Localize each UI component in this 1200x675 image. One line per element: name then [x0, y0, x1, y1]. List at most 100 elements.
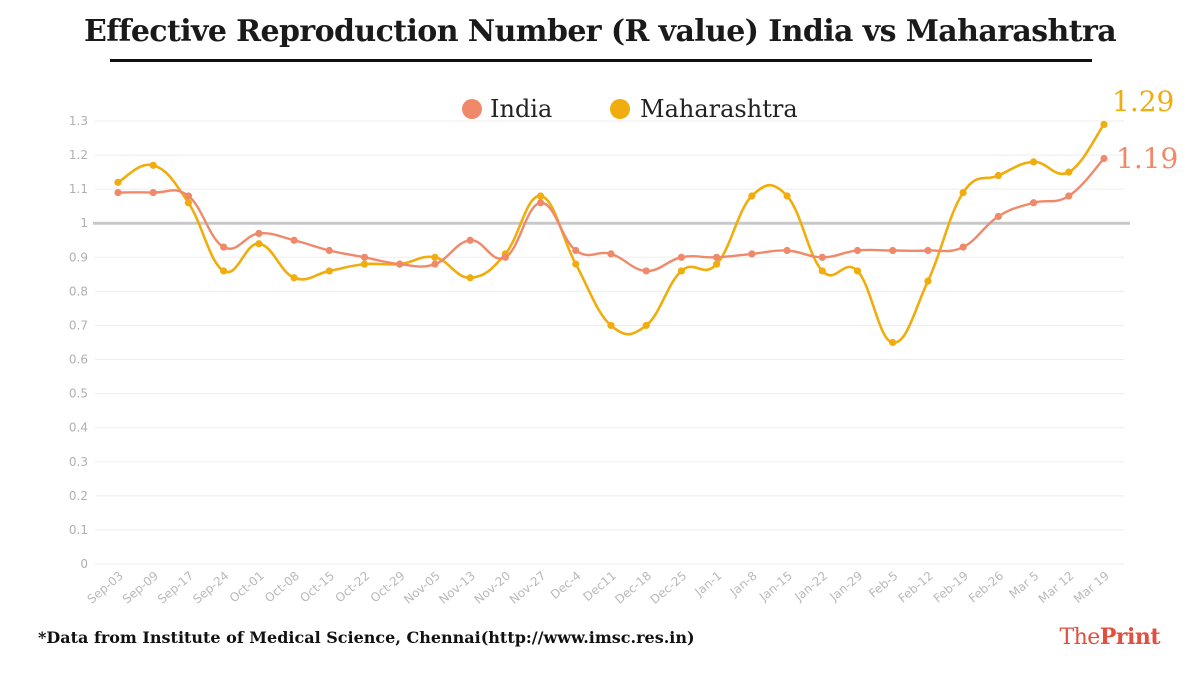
maharashtra-point: [642, 321, 650, 330]
y-tick-label: 0.4: [69, 421, 88, 435]
y-tick-label: 0.9: [69, 250, 88, 264]
source-footnote: *Data from Institute of Medical Science,…: [38, 628, 695, 647]
series-points: [114, 120, 1108, 347]
x-tick-label: Dec-18: [612, 569, 654, 607]
maharashtra-end-label: 1.29: [1112, 85, 1174, 118]
india-point: [220, 243, 228, 251]
maharashtra-point: [994, 171, 1002, 180]
brand-logo[interactable]: ThePrint: [1059, 624, 1160, 650]
chart-title: Effective Reproduction Number (R value) …: [83, 14, 1117, 49]
grid-lines: [93, 120, 1130, 565]
maharashtra-point: [713, 260, 721, 268]
maharashtra-point: [818, 267, 826, 275]
maharashtra-line: [117, 123, 1106, 344]
legend-maharashtra-label: Maharashtra: [640, 95, 798, 123]
x-tick-label: Oct-22: [333, 569, 373, 606]
maharashtra-point: [783, 192, 791, 200]
y-axis: 0 0.1 0.2 0.3 0.4 0.5 0.6 0.7 0.8 0.9 1 1.1 1.2 1.3: [69, 114, 88, 571]
maharashtra-point: [184, 199, 193, 207]
maharashtra-point: [924, 277, 932, 285]
maharashtra-point: [325, 267, 333, 275]
maharashtra-point: [1029, 158, 1038, 166]
x-tick-label: Jan-1: [691, 569, 724, 600]
maharashtra-point: [290, 274, 298, 282]
india-point: [184, 192, 193, 200]
india-point: [677, 253, 686, 261]
india-point: [255, 229, 263, 238]
maharashtra-point: [149, 161, 157, 169]
legend: India Maharashtra: [462, 95, 798, 123]
x-tick-label: Oct-15: [297, 569, 337, 606]
y-tick-label: 0.3: [69, 455, 88, 469]
x-tick-label: Mar 12: [1036, 569, 1077, 607]
y-tick-label: 0.5: [69, 387, 88, 401]
india-point: [853, 246, 862, 255]
india-point: [1065, 192, 1073, 200]
y-tick-label: 1: [80, 216, 88, 230]
india-point: [114, 188, 122, 197]
brand-prefix: The: [1059, 625, 1100, 650]
brand-suffix: Print: [1099, 624, 1161, 650]
india-point: [642, 267, 650, 275]
maharashtra-point: [607, 321, 615, 330]
x-tick-label: Dec11: [580, 569, 618, 604]
maharashtra-point: [889, 338, 897, 347]
x-tick-label: Nov-13: [436, 569, 478, 607]
x-tick-label: Dec-25: [648, 569, 690, 607]
maharashtra-point: [572, 260, 580, 268]
maharashtra-point: [1065, 168, 1073, 176]
india-point: [466, 236, 474, 244]
india-point: [818, 253, 826, 261]
y-tick-label: 0.1: [69, 523, 88, 537]
maharashtra-point: [536, 192, 545, 200]
x-axis: Sep-03Sep-09Sep-17Sep-24Oct-01Oct-08Oct-…: [85, 569, 1112, 607]
maharashtra-point: [748, 192, 756, 200]
india-point: [607, 250, 615, 258]
india-point: [783, 246, 791, 255]
india-point: [149, 188, 157, 197]
india-point: [748, 250, 756, 258]
legend-maharashtra-marker: [610, 99, 630, 119]
x-tick-label: Mar 19: [1071, 569, 1112, 607]
india-end-label: 1.19: [1116, 142, 1178, 175]
maharashtra-point: [255, 240, 263, 248]
india-point: [501, 253, 509, 261]
maharashtra-point: [466, 274, 474, 282]
y-tick-label: 0.8: [69, 284, 88, 298]
x-tick-label: Feb-26: [966, 569, 1006, 606]
x-tick-label: Jan-15: [756, 569, 795, 605]
x-tick-label: Nov-20: [472, 569, 514, 607]
y-tick-label: 1.2: [69, 148, 88, 162]
india-point: [713, 253, 721, 261]
x-tick-label: Jan-22: [791, 569, 830, 605]
india-point: [1100, 154, 1108, 163]
india-point: [994, 212, 1002, 221]
x-tick-label: Jan-29: [826, 569, 865, 605]
x-tick-label: Oct-08: [262, 569, 302, 606]
india-point: [924, 246, 932, 255]
legend-india-marker: [462, 99, 482, 119]
india-point: [536, 199, 545, 207]
x-tick-label: Sep-09: [120, 569, 161, 607]
maharashtra-point: [959, 188, 967, 197]
y-tick-label: 0.2: [69, 489, 88, 503]
india-point: [1029, 199, 1038, 207]
y-tick-label: 1.1: [69, 182, 88, 196]
maharashtra-point: [677, 267, 686, 275]
maharashtra-point: [360, 260, 369, 268]
series-lines: [117, 123, 1106, 344]
india-point: [889, 246, 897, 255]
india-point: [959, 243, 967, 251]
india-point: [360, 253, 369, 261]
maharashtra-point: [431, 253, 439, 261]
x-tick-label: Oct-01: [227, 569, 267, 606]
india-point: [325, 246, 333, 255]
end-labels: 1.29 1.19: [1112, 85, 1178, 175]
x-tick-label: Sep-24: [190, 569, 231, 607]
india-point: [572, 246, 580, 255]
x-tick-label: Nov-27: [507, 569, 549, 607]
y-tick-label: 1.3: [69, 114, 88, 128]
x-tick-label: Nov-05: [401, 569, 443, 607]
x-tick-label: Feb-19: [931, 569, 971, 606]
